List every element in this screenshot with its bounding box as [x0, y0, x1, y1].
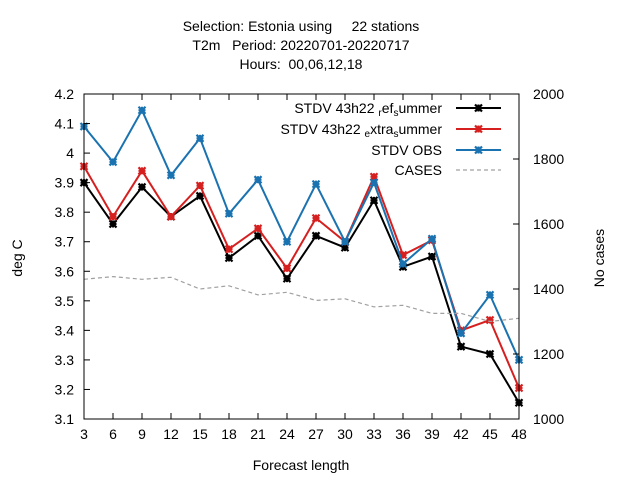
x-axis-label: Forecast length [253, 457, 350, 473]
data-point-2-5 [224, 209, 234, 218]
data-point-1-8 [311, 213, 321, 223]
x-tick-label-12: 39 [424, 426, 440, 442]
data-point-2-6 [253, 175, 263, 184]
data-point-0-14 [485, 349, 495, 359]
legend-marker-2 [474, 145, 483, 155]
y-tick-label-1: 3.2 [55, 381, 75, 397]
title-line-3: Hours: 00,06,12,18 [240, 56, 363, 72]
y2-tick-label-2: 1400 [533, 281, 564, 297]
x-tick-label-8: 27 [308, 426, 324, 442]
data-point-0-6 [253, 231, 263, 241]
data-point-0-4 [195, 191, 205, 201]
axes: 3 6 9 12 15 18 21 24 27 30 33 36 39 42 45 483.13.23.33.… [55, 86, 565, 442]
data-point-1-14 [485, 315, 495, 325]
data-point-2-1 [108, 157, 118, 167]
y2-tick-label-1: 1200 [533, 346, 564, 362]
data-point-2-3 [166, 170, 176, 180]
series-group [79, 105, 524, 408]
x-tick-label-0: 3 [80, 426, 88, 442]
data-point-1-3 [166, 212, 176, 221]
x-tick-label-15: 48 [511, 426, 527, 442]
title-line-1: Selection: Estonia using 22 stations [183, 18, 420, 34]
data-point-2-12 [427, 234, 437, 244]
data-point-2-4 [195, 134, 205, 143]
series-3 [83, 275, 520, 323]
x-tick-label-4: 15 [192, 426, 208, 442]
y-tick-label-2: 3.3 [55, 352, 75, 368]
x-tick-label-10: 33 [366, 426, 382, 442]
data-point-0-2 [137, 182, 147, 192]
data-point-1-2 [137, 166, 147, 176]
series-line-3 [83, 275, 520, 323]
y2-axis-label: No cases [591, 229, 607, 287]
x-tick-label-9: 30 [337, 426, 353, 442]
title-line-2: T2m Period: 20220701-20220717 [192, 37, 409, 53]
y-tick-label-5: 3.6 [55, 263, 75, 279]
series-line-2 [83, 108, 520, 361]
legend-label-3: CASES [395, 162, 442, 178]
data-point-2-14 [485, 290, 495, 300]
series-line-1 [83, 165, 520, 389]
chart-title: Selection: Estonia using 22 stations T2m… [183, 18, 420, 72]
data-point-2-8 [311, 179, 321, 189]
data-point-1-7 [282, 264, 292, 273]
y-tick-label-11: 4.2 [55, 86, 75, 102]
y-tick-label-6: 3.7 [55, 234, 75, 250]
x-tick-label-7: 24 [279, 426, 295, 442]
data-point-0-8 [311, 231, 321, 241]
data-point-0-1 [108, 219, 118, 229]
y-tick-label-4: 3.5 [55, 293, 75, 309]
data-point-2-10 [369, 178, 379, 187]
y-tick-label-3: 3.4 [55, 322, 75, 338]
data-point-1-4 [195, 181, 205, 190]
y-tick-label-0: 3.1 [55, 411, 75, 427]
legend-marker-1 [474, 124, 483, 134]
x-tick-label-1: 6 [109, 426, 117, 442]
x-tick-label-5: 18 [221, 426, 237, 442]
data-point-1-1 [108, 212, 118, 221]
data-point-0-12 [427, 252, 437, 261]
data-point-2-2 [137, 105, 147, 115]
series-line-0 [83, 182, 520, 404]
data-point-2-11 [398, 259, 408, 269]
legend: STDV 43h22 refsummer STDV 43h22 extrasumm… [280, 100, 501, 178]
series-1 [79, 162, 524, 393]
y-tick-label-10: 4.1 [55, 116, 75, 132]
x-tick-label-11: 36 [395, 426, 411, 442]
x-tick-label-13: 42 [453, 426, 469, 442]
y2-tick-label-3: 1600 [533, 216, 564, 232]
data-point-2-9 [340, 237, 350, 247]
y-tick-label-8: 3.9 [55, 175, 75, 191]
y2-tick-label-4: 1800 [533, 151, 564, 167]
legend-marker-0 [474, 103, 483, 113]
legend-label-0: STDV 43h22 refsummer [294, 100, 442, 119]
data-point-0-5 [224, 253, 234, 263]
y2-tick-label-5: 2000 [533, 86, 564, 102]
x-tick-label-14: 45 [482, 426, 498, 442]
data-point-1-5 [224, 244, 234, 254]
y-axis-label: deg C [9, 239, 25, 276]
plot-frame [83, 93, 520, 420]
data-point-2-7 [282, 237, 292, 247]
data-point-0-10 [369, 196, 379, 205]
y-tick-label-7: 3.8 [55, 204, 75, 220]
legend-label-1: STDV 43h22 extrasummer [280, 121, 442, 140]
x-tick-label-3: 12 [163, 426, 179, 442]
legend-label-2: STDV OBS [371, 142, 442, 158]
x-tick-label-2: 9 [138, 426, 146, 442]
data-point-0-7 [282, 274, 292, 283]
y-tick-label-9: 4 [66, 145, 74, 161]
data-point-1-6 [253, 224, 263, 233]
y2-tick-label-0: 1000 [533, 411, 564, 427]
data-point-0-13 [456, 342, 466, 351]
x-tick-label-6: 21 [250, 426, 266, 442]
data-point-2-13 [456, 329, 466, 338]
series-2 [79, 105, 524, 365]
